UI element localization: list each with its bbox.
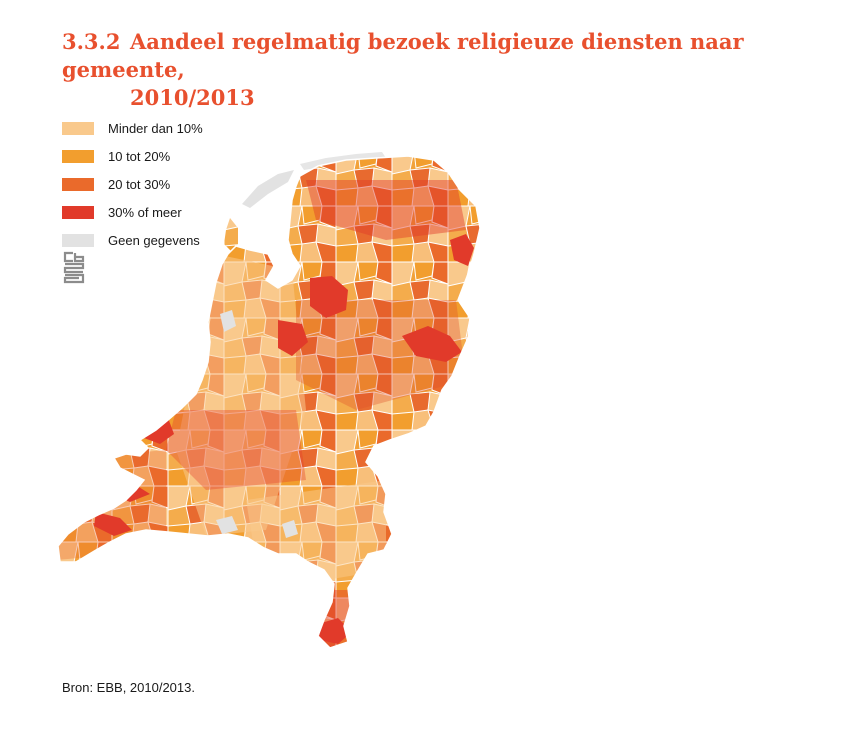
- legend-label: 10 tot 20%: [108, 148, 171, 164]
- legend-swatch: [62, 177, 94, 191]
- legend-swatch: [62, 121, 94, 135]
- figure-number: 3.3.2: [62, 29, 121, 54]
- map-legend: Minder dan 10% 10 tot 20% 20 tot 30% 30%…: [62, 114, 203, 254]
- legend-label: 20 tot 30%: [108, 176, 171, 192]
- figure-title: 3.3.2 Aandeel regelmatig bezoek religieuz…: [62, 28, 832, 112]
- cbs-logo-icon: [63, 251, 85, 284]
- source-note: Bron: EBB, 2010/2013.: [62, 680, 195, 695]
- municipality-fills: [58, 156, 480, 648]
- figure-title-line2: 2010/2013: [130, 85, 255, 110]
- legend-label: 30% of meer: [108, 204, 182, 220]
- legend-swatch: [62, 205, 94, 219]
- legend-swatch: [62, 233, 94, 247]
- legend-item: 20 tot 30%: [62, 170, 203, 198]
- legend-item: Minder dan 10%: [62, 114, 203, 142]
- legend-item: Geen gegevens: [62, 226, 203, 254]
- figure-title-line1: Aandeel regelmatig bezoek religieuze die…: [62, 29, 744, 82]
- legend-item: 30% of meer: [62, 198, 203, 226]
- legend-label: Geen gegevens: [108, 232, 200, 248]
- legend-item: 10 tot 20%: [62, 142, 203, 170]
- legend-label: Minder dan 10%: [108, 120, 203, 136]
- legend-swatch: [62, 149, 94, 163]
- netherlands-map: [57, 152, 481, 649]
